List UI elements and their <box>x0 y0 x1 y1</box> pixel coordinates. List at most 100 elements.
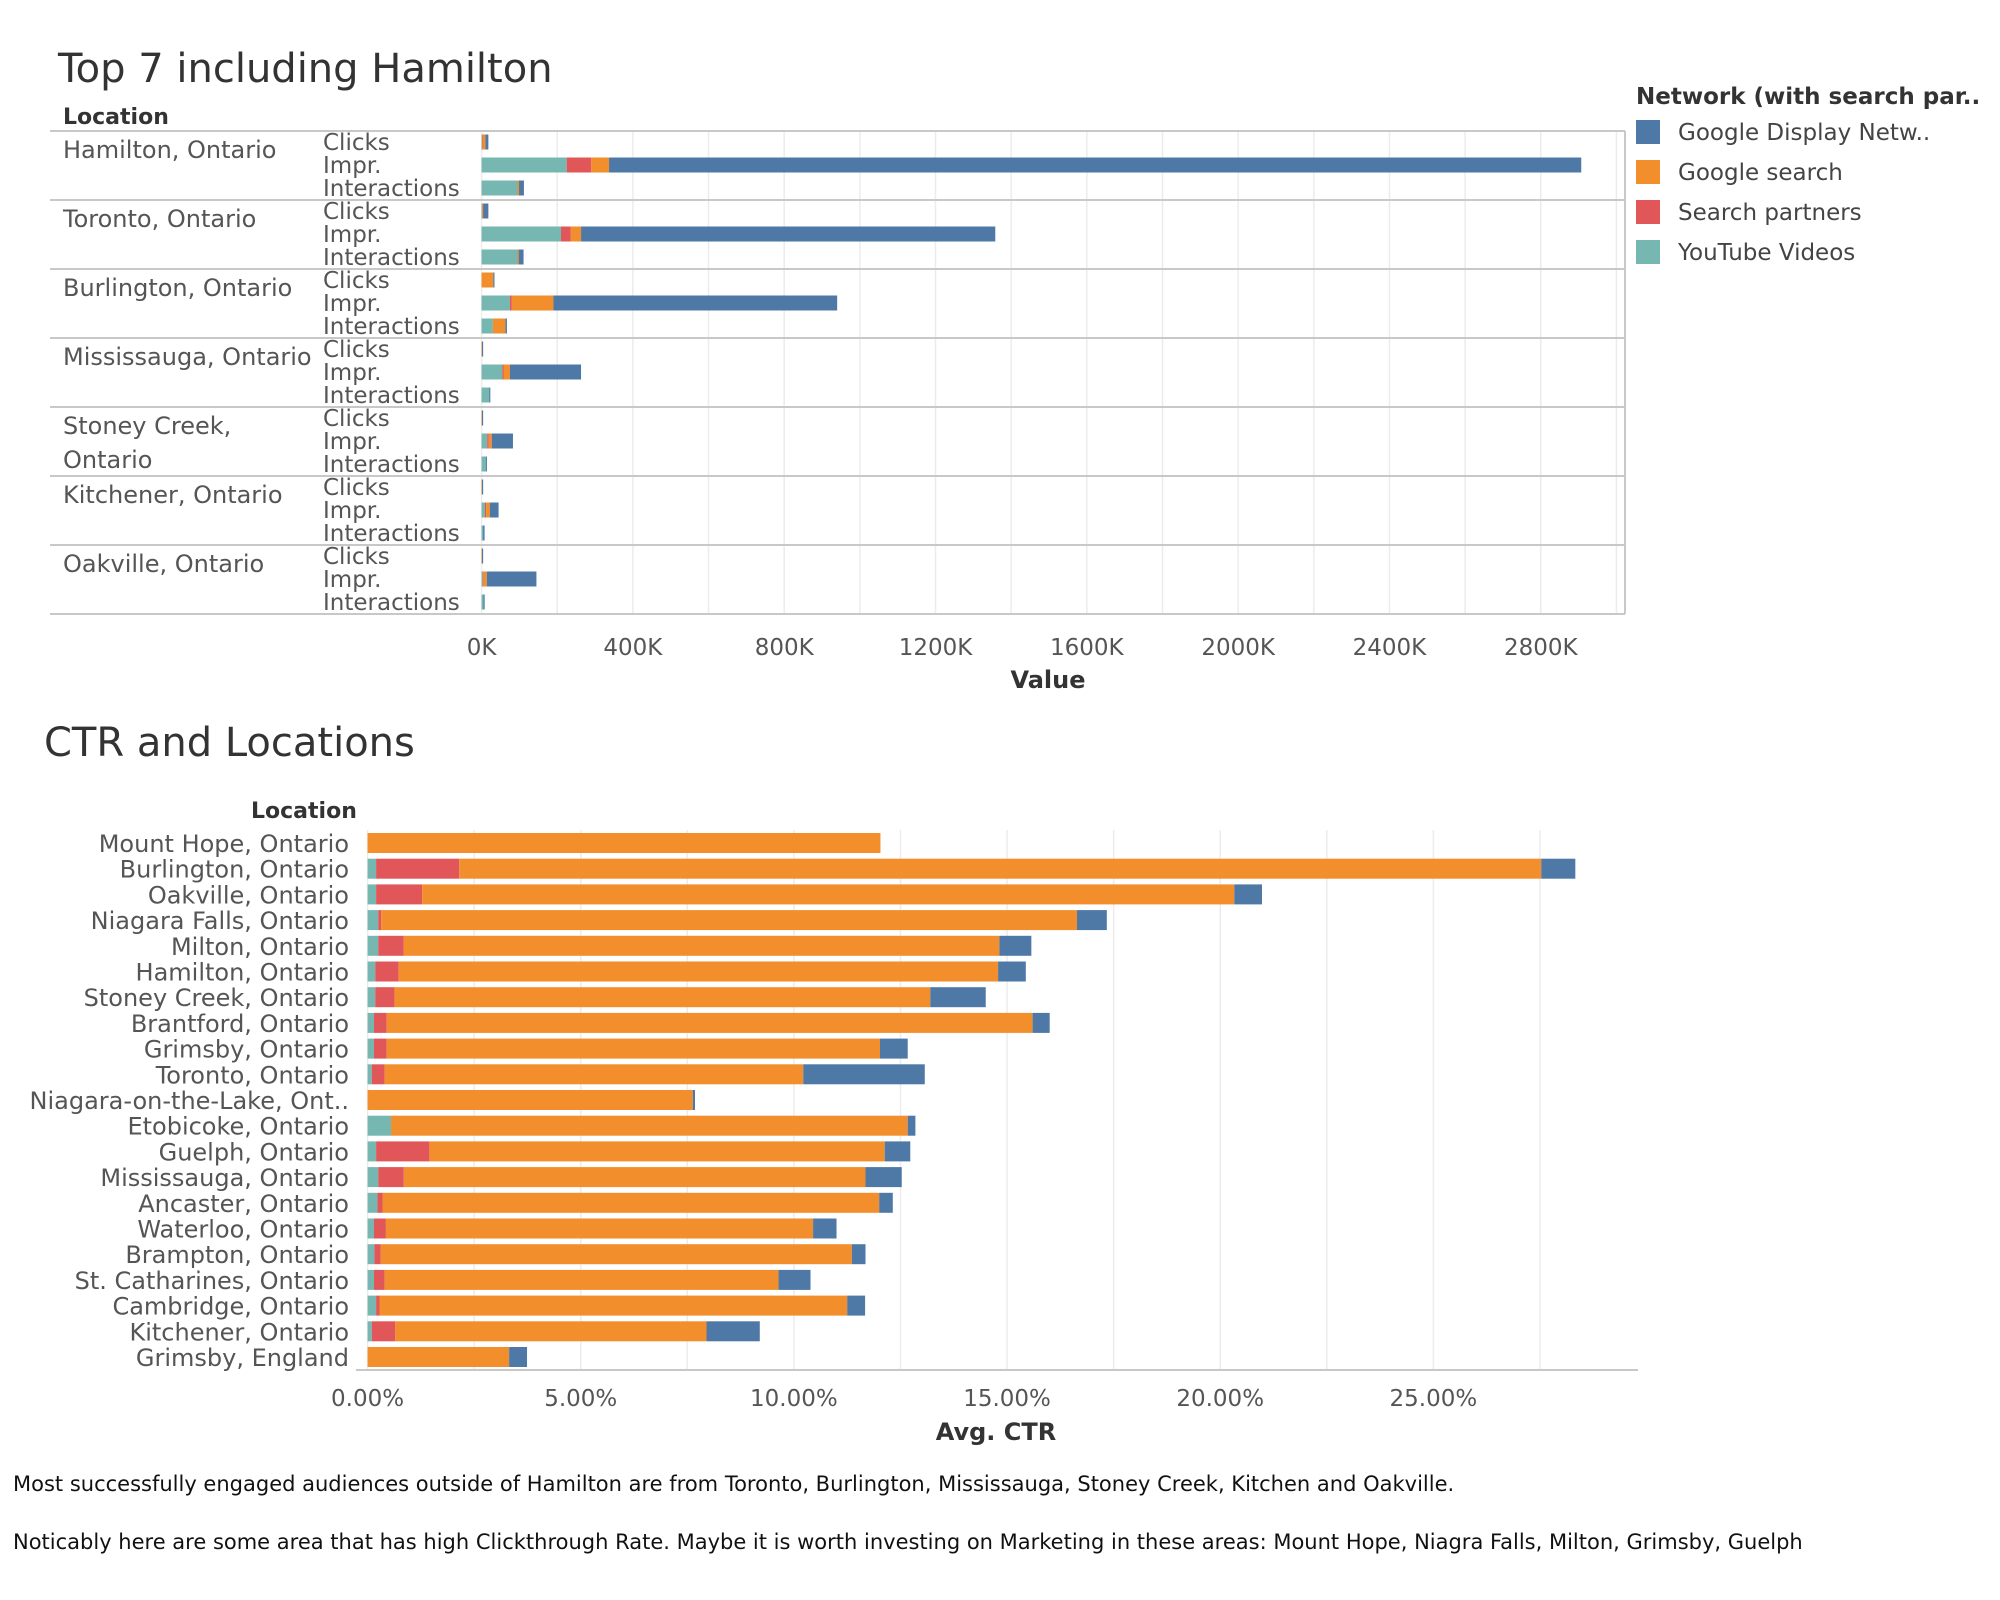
bottom-bar-st-catharines-ontario-search-partners <box>373 1269 385 1290</box>
top-measure-label: Clicks <box>323 268 390 294</box>
bottom-x-tick-label: 5.00% <box>544 1386 617 1412</box>
bottom-location-label-kitchener-ontario: Kitchener, Ontario <box>129 1318 349 1346</box>
top-bar-oakville-ontario-clicks-google-display-netw <box>481 548 484 564</box>
bottom-chart-x-ticks: 0.00% 5.00% 10.00% 15.00% 20.00% 25.00% <box>331 1386 1477 1412</box>
bottom-location-label-etobicoke-ontario: Etobicoke, Ontario <box>127 1113 349 1141</box>
bottom-bar-ancaster-ontario-google-search <box>382 1192 880 1213</box>
network-legend: Network (with search par.. Google Displa… <box>1636 84 1980 266</box>
top-bar-burlington-ontario-impr-google-search <box>511 295 554 311</box>
bottom-location-label-niagara-on-the-lake-ont: Niagara-on-the-Lake, Ont.. <box>30 1087 349 1115</box>
top-location-label-burlington-ontario: Burlington, Ontario <box>63 274 292 302</box>
bottom-bar-brantford-ontario-search-partners <box>373 1012 387 1033</box>
top-bar-burlington-ontario-clicks-google-search <box>481 272 494 288</box>
bottom-location-label-toronto-ontario: Toronto, Ontario <box>155 1061 349 1089</box>
bottom-bar-waterloo-ontario-youtube-videos <box>367 1218 374 1239</box>
bottom-location-label-ancaster-ontario: Ancaster, Ontario <box>138 1190 349 1218</box>
bottom-bar-niagara-falls-ontario-youtube-videos <box>367 910 379 931</box>
bottom-location-label-guelph-ontario: Guelph, Ontario <box>159 1138 349 1166</box>
bottom-location-label-oakville-ontario: Oakville, Ontario <box>148 881 349 909</box>
bottom-bar-etobicoke-ontario-google-display-netw <box>907 1115 916 1136</box>
legend-title: Network (with search par.. <box>1636 84 1980 110</box>
top-bar-mississauga-ontario-clicks-google-display-netw <box>481 341 484 357</box>
top-bar-stoney-creek-ontario-impr-youtube-videos <box>481 433 488 449</box>
bottom-bar-waterloo-ontario-search-partners <box>373 1218 386 1239</box>
bottom-bar-hamilton-ontario-google-search <box>398 961 999 982</box>
bottom-bar-ancaster-ontario-search-partners <box>377 1192 383 1213</box>
bottom-bar-niagara-falls-ontario-search-partners <box>378 910 382 931</box>
bottom-bar-brampton-ontario-google-display-netw <box>851 1244 866 1265</box>
top-measure-label: Impr. <box>323 429 381 455</box>
bottom-bar-ancaster-ontario-youtube-videos <box>367 1192 378 1213</box>
bottom-chart: CTR and Locations Location Mount Hope, O… <box>30 720 1638 1446</box>
bottom-bar-kitchener-ontario-youtube-videos <box>367 1321 372 1342</box>
bottom-bar-waterloo-ontario-google-search <box>385 1218 814 1239</box>
top-bar-hamilton-ontario-interactions-google-search <box>517 180 520 196</box>
legend-swatch-youtube-videos <box>1636 240 1660 264</box>
bottom-bar-mississauga-ontario-google-display-netw <box>865 1167 902 1188</box>
bottom-location-label-waterloo-ontario: Waterloo, Ontario <box>137 1216 349 1244</box>
bottom-location-label-grimsby-ontario: Grimsby, Ontario <box>144 1036 349 1064</box>
top-bar-hamilton-ontario-interactions-google-display-netw <box>519 180 524 196</box>
top-x-tick-label: 800K <box>755 635 815 661</box>
bottom-chart-title: CTR and Locations <box>44 720 415 766</box>
bottom-bar-burlington-ontario-google-display-netw <box>1541 858 1576 879</box>
top-bar-mississauga-ontario-interactions-google-display-netw <box>489 387 491 403</box>
top-measure-label: Interactions <box>323 383 460 409</box>
bottom-bar-burlington-ontario-google-search <box>459 858 1542 879</box>
top-bar-hamilton-ontario-interactions-youtube-videos <box>481 180 518 196</box>
bottom-bar-toronto-ontario-youtube-videos <box>367 1064 372 1085</box>
top-bar-burlington-ontario-impr-google-display-netw <box>553 295 838 311</box>
top-bar-oakville-ontario-impr-google-display-netw <box>486 571 537 587</box>
bottom-bar-etobicoke-ontario-google-search <box>391 1115 908 1136</box>
legend-swatch-google-display-netw <box>1636 120 1660 144</box>
bottom-bar-stoney-creek-ontario-google-search <box>394 987 931 1008</box>
bottom-bar-cambridge-ontario-google-search <box>379 1295 848 1316</box>
bottom-bar-etobicoke-ontario-youtube-videos <box>367 1115 392 1136</box>
bottom-bar-oakville-ontario-google-search <box>422 884 1235 905</box>
bottom-bar-cambridge-ontario-search-partners <box>376 1295 380 1316</box>
top-measure-label: Clicks <box>323 130 390 156</box>
bottom-bar-st-catharines-ontario-google-display-netw <box>778 1269 811 1290</box>
top-measure-label: Impr. <box>323 567 381 593</box>
top-chart-x-axis-title: Value <box>1010 666 1085 694</box>
top-measure-label: Interactions <box>323 452 460 478</box>
top-location-label-toronto-ontario: Toronto, Ontario <box>62 205 256 233</box>
top-chart-rows: Hamilton, Ontario ClicksImpr.Interactions… <box>50 130 1625 616</box>
bottom-bar-toronto-ontario-search-partners <box>371 1064 385 1085</box>
top-bar-kitchener-ontario-clicks-google-display-netw <box>481 479 484 495</box>
top-bar-kitchener-ontario-impr-google-display-netw <box>489 502 499 518</box>
top-measure-label: Interactions <box>323 176 460 202</box>
top-measure-label: Impr. <box>323 498 381 524</box>
top-bar-stoney-creek-ontario-impr-google-display-netw <box>491 433 513 449</box>
bottom-bar-oakville-ontario-search-partners <box>376 884 423 905</box>
bottom-bar-grimsby-england-google-search <box>367 1347 510 1367</box>
top-bar-hamilton-ontario-impr-search-partners <box>566 157 592 173</box>
bottom-bar-ancaster-ontario-google-display-netw <box>879 1192 893 1213</box>
bottom-location-label-burlington-ontario: Burlington, Ontario <box>120 856 349 884</box>
bottom-bar-hamilton-ontario-google-display-netw <box>998 961 1026 982</box>
bottom-x-tick-label: 15.00% <box>963 1386 1051 1412</box>
bottom-bar-kitchener-ontario-search-partners <box>371 1321 396 1342</box>
top-x-tick-label: 2400K <box>1353 635 1428 661</box>
top-measure-label: Interactions <box>323 590 460 616</box>
bottom-location-label-niagara-falls-ontario: Niagara Falls, Ontario <box>91 907 349 935</box>
bottom-bar-hamilton-ontario-search-partners <box>375 961 399 982</box>
bottom-x-tick-label: 10.00% <box>750 1386 838 1412</box>
bottom-x-tick-label: 20.00% <box>1176 1386 1264 1412</box>
top-chart-row-header: Location <box>63 105 169 130</box>
bottom-bar-st-catharines-ontario-google-search <box>384 1269 779 1290</box>
top-bar-hamilton-ontario-clicks-google-display-netw <box>485 134 489 150</box>
top-location-label-kitchener-ontario: Kitchener, Ontario <box>63 481 283 509</box>
top-bar-oakville-ontario-impr-youtube-videos <box>481 571 483 587</box>
top-bar-toronto-ontario-impr-google-search <box>570 226 582 242</box>
top-bar-mississauga-ontario-impr-google-search <box>503 364 510 380</box>
legend-swatch-search-partners <box>1636 200 1660 224</box>
top-bar-burlington-ontario-interactions-google-search <box>492 318 506 334</box>
bottom-bar-mount-hope-ontario-google-search <box>367 833 881 853</box>
bottom-chart-row-header: Location <box>251 799 357 824</box>
bottom-location-label-st-catharines-ontario: St. Catharines, Ontario <box>75 1267 349 1295</box>
legend-label-google-search: Google search <box>1678 160 1843 186</box>
bottom-bar-toronto-ontario-google-search <box>384 1064 804 1085</box>
bottom-location-label-cambridge-ontario: Cambridge, Ontario <box>112 1293 349 1321</box>
